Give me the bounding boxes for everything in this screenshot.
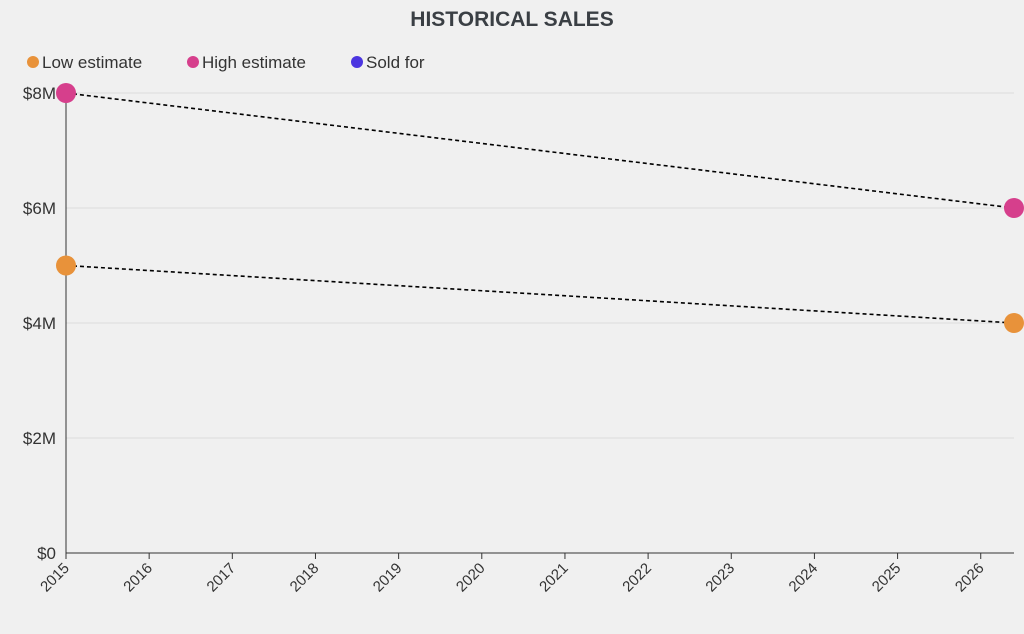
x-tick-label: 2021: [536, 560, 572, 596]
x-tick-label: 2022: [619, 560, 655, 596]
x-tick-label: 2020: [453, 560, 489, 596]
x-tick-label: 2017: [204, 560, 240, 596]
series-line-high-estimate: [65, 92, 1015, 209]
x-tick-label: 2026: [952, 560, 988, 596]
legend: Low estimate High estimate Sold for: [27, 53, 425, 72]
x-tick-label: 2023: [702, 560, 738, 596]
legend-marker-sold-for: [351, 56, 363, 68]
x-axis-ticks: 2015 2016 2017 2018 2019 2020 2021 2022 2023 2024…: [37, 553, 988, 596]
y-tick-label: $8M: [23, 84, 56, 103]
x-tick-label: 2025: [869, 560, 905, 596]
legend-item-low-estimate[interactable]: Low estimate: [27, 53, 142, 72]
legend-item-high-estimate[interactable]: High estimate: [187, 53, 306, 72]
series-line-low-estimate: [65, 264, 1015, 324]
legend-label-sold-for: Sold for: [366, 53, 425, 72]
y-tick-label: $2M: [23, 429, 56, 448]
y-tick-label: $4M: [23, 314, 56, 333]
legend-label-high-estimate: High estimate: [202, 53, 306, 72]
x-tick-label: 2016: [120, 560, 156, 596]
x-tick-label: 2015: [37, 560, 73, 596]
x-tick-label: 2024: [786, 560, 822, 596]
data-point-low-estimate[interactable]: [1004, 313, 1024, 333]
y-axis-ticks: $0 $2M $4M $6M $8M: [23, 84, 56, 563]
axes: [65, 93, 1014, 554]
data-point-high-estimate[interactable]: [1004, 198, 1024, 218]
data-point-low-estimate[interactable]: [56, 255, 76, 276]
x-tick-label: 2018: [287, 560, 323, 596]
y-tick-label: $6M: [23, 199, 56, 218]
y-tick-label: $0: [37, 544, 56, 563]
legend-label-low-estimate: Low estimate: [42, 53, 142, 72]
x-tick-label: 2019: [370, 560, 406, 596]
legend-marker-low-estimate: [27, 56, 39, 68]
data-point-high-estimate[interactable]: [56, 83, 76, 103]
legend-item-sold-for[interactable]: Sold for: [351, 53, 425, 72]
chart-title: HISTORICAL SALES: [410, 8, 613, 31]
series-layer: [56, 83, 1024, 333]
legend-marker-high-estimate: [187, 56, 199, 68]
gridlines: [66, 92, 1014, 439]
